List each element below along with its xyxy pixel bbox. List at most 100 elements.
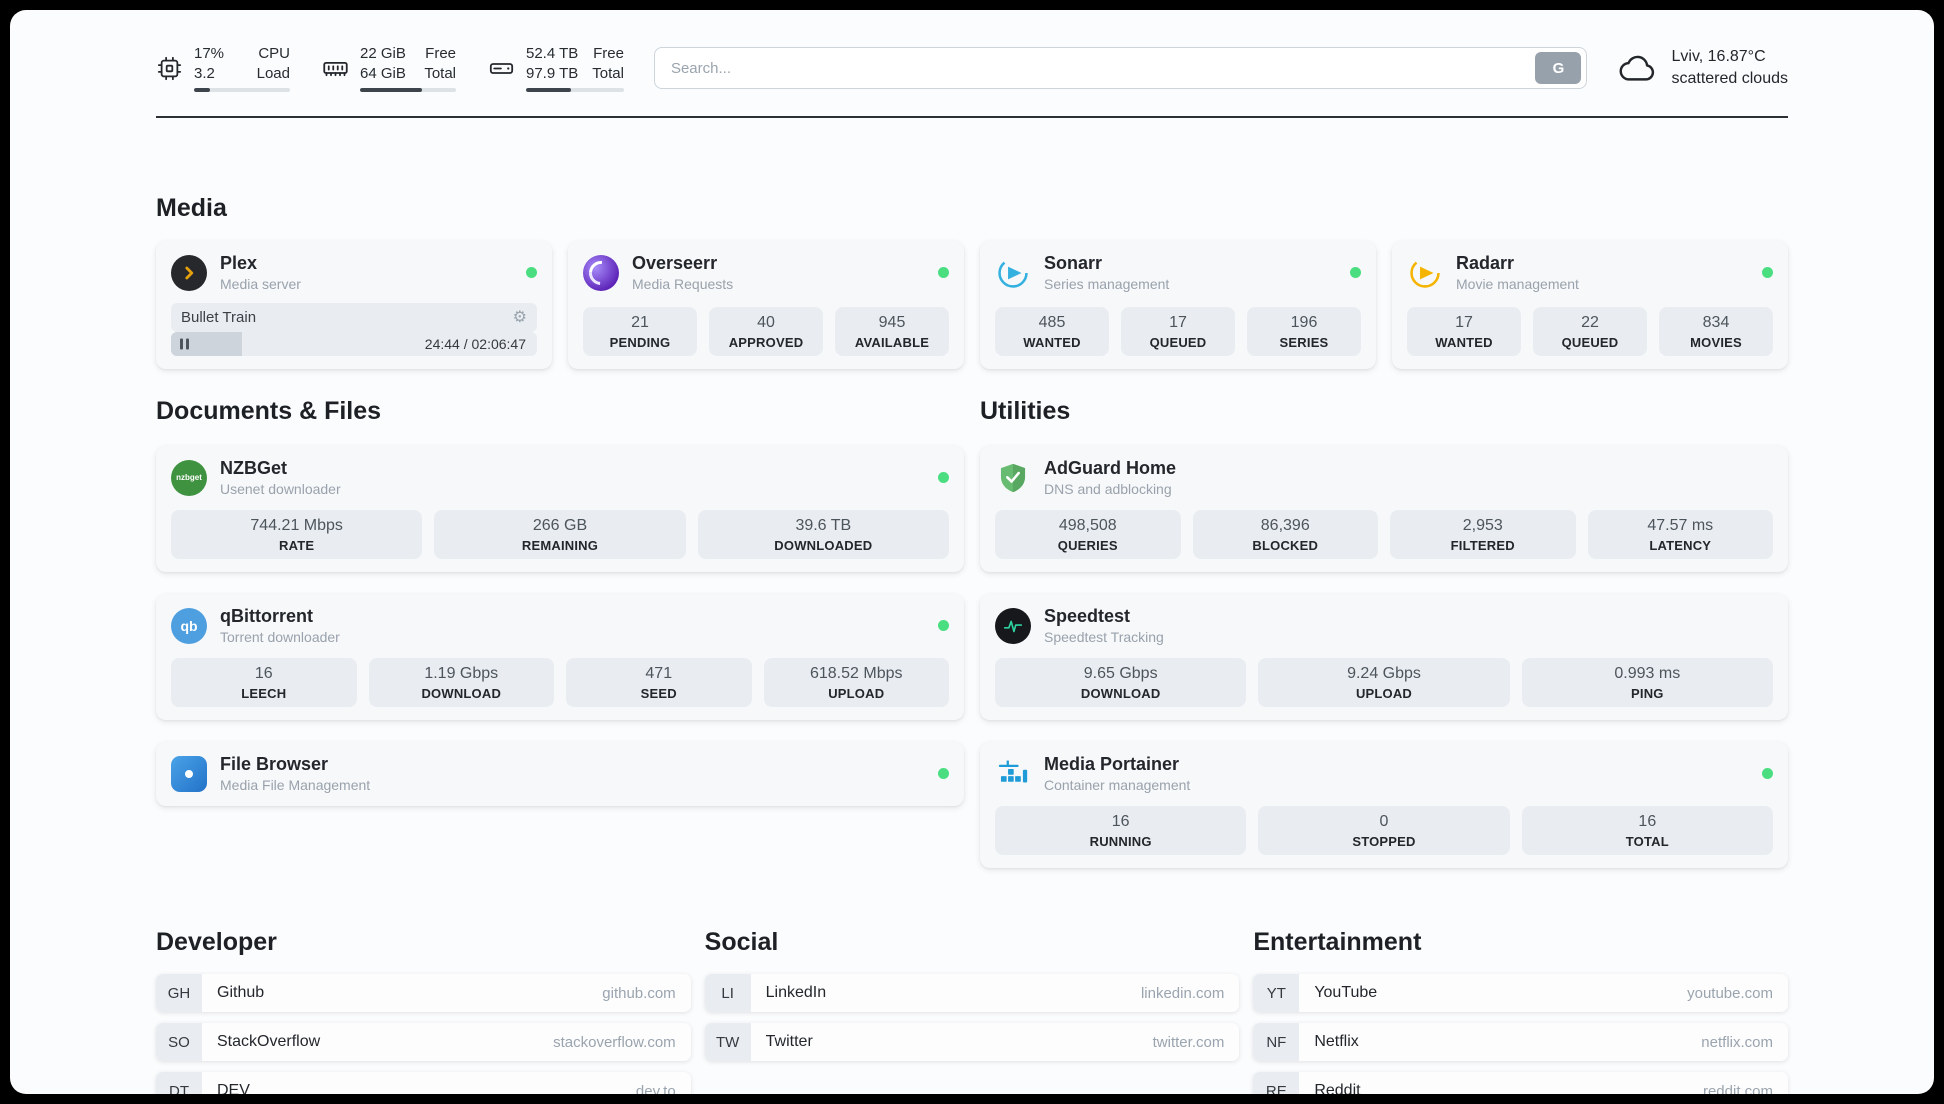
topbar: 17% 3.2 CPU Load [156,10,1788,92]
status-dot [938,267,949,278]
playback-progress-bar[interactable]: 24:44 / 02:06:47 [171,332,537,356]
bookmark-abbr: YT [1253,974,1300,1012]
section-title-entertainment: Entertainment [1253,928,1422,956]
section-title-social: Social [704,928,779,956]
app-name: qBittorrent [220,606,313,626]
stat-value: 17 [1169,314,1187,331]
stat-tile: 2,953 FILTERED [1390,510,1576,559]
app-card-speedtest[interactable]: Speedtest Speedtest Tracking 9.65 Gbps D… [980,594,1788,720]
pause-icon[interactable] [180,338,189,350]
stat-value: 834 [1702,314,1730,331]
stat-tile: 945 AVAILABLE [835,307,949,356]
stat-value: 744.21 Mbps [250,517,343,534]
bookmark-name: YouTube [1314,984,1378,1001]
disk-total-value: 97.9 TB [526,64,579,82]
bookmark-twitter[interactable]: TW Twitter twitter.com [704,1023,1240,1061]
app-card-overseerr[interactable]: Overseerr Media Requests 21 PENDING 40 A… [568,241,964,369]
section-media: Media Plex Media server [156,194,1788,369]
app-name: File Browser [220,754,329,774]
stat-label: QUERIES [1057,538,1118,553]
stat-label: AVAILABLE [854,335,930,350]
stat-label: SERIES [1279,335,1329,350]
stat-tile: 0.993 ms PING [1521,658,1773,707]
app-name: Speedtest [1044,606,1131,626]
filebrowser-icon [171,755,207,792]
app-card-nzbget[interactable]: nzbget NZBGet Usenet downloader 744.21 M… [156,446,964,572]
app-card-plex[interactable]: Plex Media server Bullet Train ⚙ 24:44 /… [156,241,552,369]
stat-tile: 9.65 Gbps DOWNLOAD [995,658,1247,707]
weather-widget: Lviv, 16.87°C scattered clouds [1617,46,1788,89]
stat-value: 0 [1379,813,1389,830]
stat-value: 16 [1638,813,1657,830]
adguard-icon [995,460,1031,496]
cpu-icon [157,56,182,80]
bookmark-url: youtube.com [1687,984,1773,1002]
playback-time: 24:44 / 02:06:47 [424,336,526,352]
app-card-portainer[interactable]: Media Portainer Container management 16 … [980,742,1788,868]
plex-icon [171,254,207,291]
stat-value: 618.52 Mbps [809,665,903,682]
stat-label: APPROVED [728,335,804,350]
search-input[interactable] [670,59,1536,77]
ram-progress-fill [360,88,423,92]
stat-tile: 266 GB REMAINING [434,510,686,559]
bookmark-name: DEV [217,1082,250,1094]
stat-value: 17 [1455,314,1473,331]
bookmark-abbr: SO [156,1023,202,1061]
ram-progress-bar [360,88,456,92]
now-playing-row: Bullet Train ⚙ [171,303,537,332]
disk-progress-fill [526,88,572,92]
stat-label: LEECH [241,686,287,701]
app-subtitle: Series management [1044,276,1170,292]
stat-label: TOTAL [1625,834,1669,849]
bookmark-reddit[interactable]: RE Reddit reddit.com [1253,1072,1788,1094]
stat-value: 266 GB [532,517,588,534]
stat-label: DOWNLOADED [774,538,873,553]
bookmark-youtube[interactable]: YT YouTube youtube.com [1253,974,1788,1012]
bookmark-dev[interactable]: DT DEV dev.to [156,1072,691,1094]
stat-label: PING [1631,686,1664,701]
stat-tile: 16 TOTAL [1521,806,1773,855]
now-playing-title: Bullet Train [181,309,257,326]
ram-label-2: Total [424,64,456,82]
app-card-adguard[interactable]: AdGuard Home DNS and adblocking 498,508 … [980,446,1788,572]
overseerr-icon [583,254,619,291]
app-card-qbittorrent[interactable]: qb qBittorrent Torrent downloader 16 LEE… [156,594,964,720]
bookmark-stackoverflow[interactable]: SO StackOverflow stackoverflow.com [156,1023,691,1061]
bookmark-url: github.com [602,984,676,1002]
bookmark-name: Netflix [1314,1033,1359,1050]
bookmark-abbr: TW [704,1023,751,1061]
stat-label: DOWNLOAD [1080,686,1161,701]
search-engine-button[interactable]: G [1535,52,1582,84]
stat-value: 40 [757,314,775,331]
app-name: Media Portainer [1044,754,1180,774]
ram-total-value: 64 GiB [360,64,406,82]
bookmark-url: linkedin.com [1140,984,1225,1002]
weather-location: Lviv, 16.87°C [1671,48,1766,66]
sonarr-icon [995,255,1031,291]
section-entertainment: Entertainment YT YouTube youtube.com NF … [1253,928,1788,1094]
bookmark-linkedin[interactable]: LI LinkedIn linkedin.com [704,974,1240,1012]
app-card-radarr[interactable]: Radarr Movie management 17 WANTED 22 QUE… [1392,241,1788,369]
ram-free-value: 22 GiB [360,45,406,62]
stat-tile: 744.21 Mbps RATE [171,510,423,559]
stat-tile: 17 QUEUED [1121,307,1235,356]
app-subtitle: Container management [1044,777,1191,793]
app-card-sonarr[interactable]: Sonarr Series management 485 WANTED 17 Q… [980,241,1376,369]
cpu-label-1: CPU [258,45,290,62]
bookmark-name: Twitter [765,1033,813,1050]
status-dot [938,472,949,483]
stat-tile: 9.24 Gbps UPLOAD [1258,658,1510,707]
stat-tile: 471 SEED [566,658,752,707]
cloud-icon [1620,55,1655,81]
app-card-filebrowser[interactable]: File Browser Media File Management [156,742,964,806]
gear-icon[interactable]: ⚙ [512,308,527,326]
status-dot [938,768,949,779]
bookmark-netflix[interactable]: NF Netflix netflix.com [1253,1023,1788,1061]
ram-icon [323,61,348,76]
app-subtitle: Media server [220,276,301,292]
bookmark-github[interactable]: GH Github github.com [156,974,691,1012]
qbittorrent-icon: qb [171,607,207,644]
app-name: Overseerr [632,253,718,273]
stat-label: FILTERED [1450,538,1515,553]
